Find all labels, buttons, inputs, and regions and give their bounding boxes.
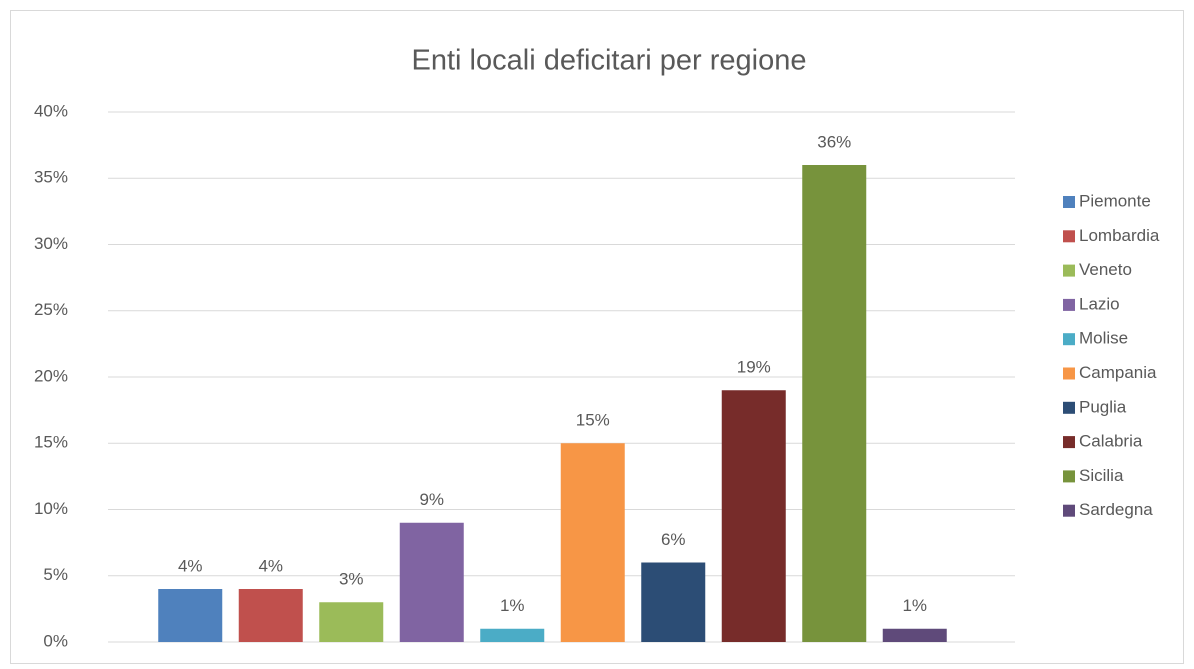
y-tick-label: 15% — [34, 433, 68, 452]
data-label: 3% — [339, 570, 364, 589]
legend-swatch — [1063, 264, 1075, 277]
legend-label: Sardegna — [1079, 500, 1153, 519]
legend-label: Calabria — [1079, 432, 1143, 451]
legend-label: Lombardia — [1079, 226, 1160, 245]
data-label: 9% — [419, 490, 444, 509]
legend-label: Campania — [1079, 363, 1157, 382]
data-label: 15% — [576, 411, 610, 430]
legend-swatch — [1063, 401, 1075, 414]
legend-label: Puglia — [1079, 397, 1127, 416]
data-label: 6% — [661, 530, 686, 549]
bar — [641, 562, 706, 642]
legend-label: Veneto — [1079, 260, 1132, 279]
legend-swatch — [1063, 333, 1075, 346]
legend-swatch — [1063, 504, 1075, 517]
bar — [721, 390, 786, 642]
legend-swatch — [1063, 470, 1075, 483]
y-tick-label: 10% — [34, 499, 68, 518]
legend-swatch — [1063, 367, 1075, 380]
legend-swatch — [1063, 298, 1075, 311]
chart-title: Enti locali deficitari per regione — [412, 45, 807, 77]
legend-label: Molise — [1079, 329, 1128, 348]
bar — [560, 443, 625, 642]
legend-label: Lazio — [1079, 294, 1120, 313]
bar — [399, 522, 464, 642]
data-label: 4% — [258, 556, 283, 575]
y-tick-label: 30% — [34, 234, 68, 253]
y-tick-label: 20% — [34, 366, 68, 385]
legend-swatch — [1063, 230, 1075, 243]
data-label: 19% — [737, 358, 771, 377]
data-label: 4% — [178, 556, 203, 575]
y-tick-label: 25% — [34, 300, 68, 319]
bar — [480, 628, 545, 642]
y-tick-label: 40% — [34, 101, 68, 120]
y-tick-label: 5% — [43, 565, 68, 584]
y-tick-label: 35% — [34, 168, 68, 187]
legend-label: Piemonte — [1079, 191, 1151, 210]
legend-label: Sicilia — [1079, 466, 1124, 485]
data-label: 1% — [902, 596, 927, 615]
bar — [319, 602, 384, 642]
bar — [158, 589, 223, 642]
data-label: 1% — [500, 596, 525, 615]
bar — [802, 165, 867, 642]
y-tick-label: 0% — [43, 631, 68, 650]
bar — [238, 589, 303, 642]
bar — [882, 628, 947, 642]
legend-swatch — [1063, 436, 1075, 449]
data-label: 36% — [817, 132, 851, 151]
legend-swatch — [1063, 196, 1075, 208]
